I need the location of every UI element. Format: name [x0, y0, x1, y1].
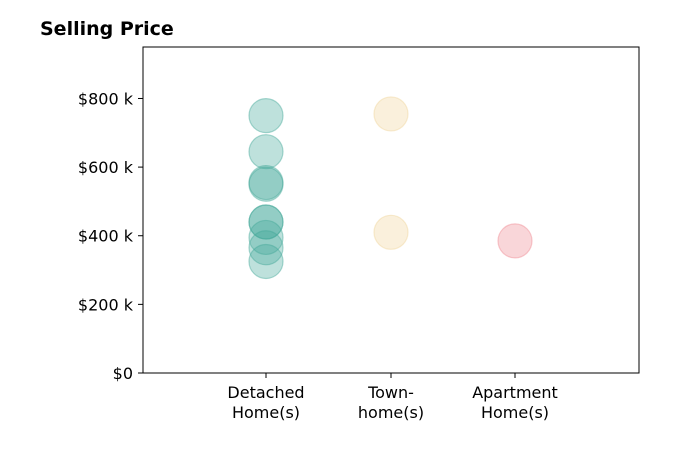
x-axis: Detached Home(s) Town-home(s) Apartment Home…	[227, 373, 558, 422]
data-point	[248, 166, 284, 202]
data-point	[248, 243, 284, 280]
y-tick-label: $400 k	[78, 227, 134, 246]
data-point	[248, 164, 284, 201]
data-point	[373, 96, 409, 132]
y-tick-label: $600 k	[78, 158, 134, 177]
x-tick-label: Town-home(s)	[358, 383, 424, 422]
data-point	[248, 134, 284, 170]
y-tick-label: $200 k	[78, 295, 134, 314]
x-tick-label: Detached Home(s)	[227, 383, 304, 422]
data-point	[373, 214, 409, 250]
x-tick-label: Apartment Home(s)	[472, 383, 558, 422]
chart-title: Selling Price	[40, 18, 174, 40]
data-point	[248, 219, 284, 256]
y-axis: $0 $200 k $400 k $600 k $800 k	[78, 89, 143, 383]
data-point	[497, 223, 533, 259]
y-tick-label: $800 k	[78, 89, 134, 108]
data-points	[248, 96, 533, 280]
data-point	[248, 98, 284, 134]
data-point	[248, 204, 284, 240]
data-point	[248, 204, 284, 240]
plot-frame	[142, 46, 640, 374]
y-tick-label: $0	[113, 364, 133, 383]
data-point	[248, 230, 284, 266]
